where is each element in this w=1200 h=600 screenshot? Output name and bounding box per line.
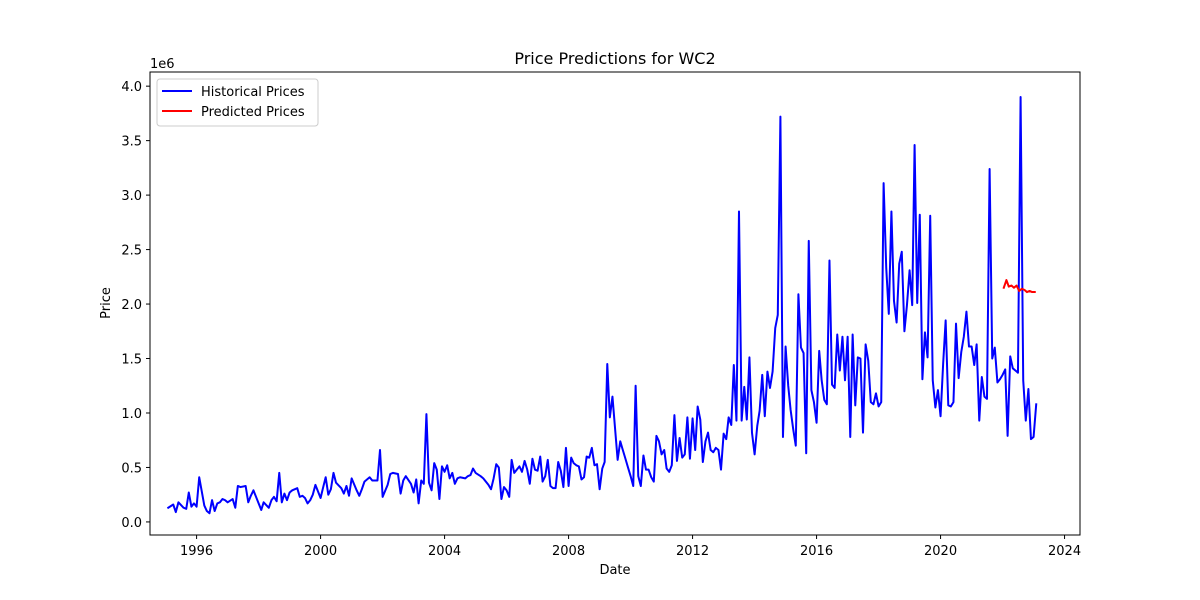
axes-frame [149,71,1081,536]
y-tick-label: 2.5 [121,244,142,259]
predicted-prices-line [1002,279,1036,294]
x-tick-label: 2016 [800,544,833,559]
y-tick-label: 0.5 [121,461,142,476]
plot-area [149,71,1081,536]
y-tick-label: 1.5 [121,353,142,368]
y-axis: 0.0 0.5 1.0 1.5 2.0 2.5 3.0 3.5 4.0 [121,80,150,531]
x-tick-label: 2008 [552,544,585,559]
historical-prices-line [166,96,1038,515]
plot-background [150,72,1080,535]
y-offset-label: 1e6 [150,57,175,72]
legend: Historical Prices Predicted Prices [156,78,319,127]
x-tick-label: 2004 [428,544,461,559]
x-tick-label: 2020 [924,544,957,559]
chart-title: Price Predictions for WC2 [514,49,715,68]
legend-label-predicted: Predicted Prices [201,105,305,120]
y-tick-label: 0.0 [121,516,142,531]
x-tick-label: 2012 [676,544,709,559]
x-tick-label: 2000 [304,544,337,559]
x-axis: 1996 2000 2004 2008 2012 2016 2020 2024 [180,535,1081,559]
legend-label-historical: Historical Prices [201,85,305,100]
y-axis-label: Price [99,287,114,319]
legend-box [156,78,319,127]
y-tick-label: 4.0 [121,80,142,95]
y-tick-label: 3.5 [121,135,142,150]
series-layer [166,96,1038,515]
y-tick-label: 1.0 [121,407,142,422]
x-tick-label: 2024 [1048,544,1081,559]
x-axis-label: Date [599,563,630,578]
y-tick-label: 2.0 [121,298,142,313]
y-tick-label: 3.0 [121,189,142,204]
x-tick-label: 1996 [180,544,213,559]
